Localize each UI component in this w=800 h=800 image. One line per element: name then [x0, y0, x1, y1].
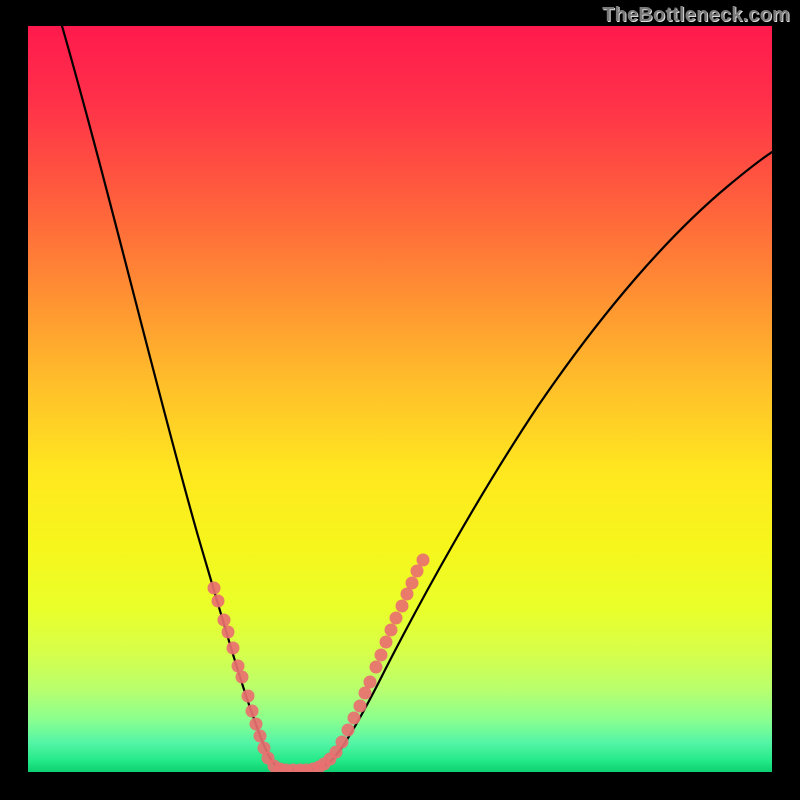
curve-marker [336, 736, 349, 749]
curve-marker [370, 661, 383, 674]
watermark-text: TheBottleneck.com [602, 4, 790, 27]
bottleneck-curve [62, 26, 772, 770]
curve-marker [254, 730, 267, 743]
curve-marker [375, 649, 388, 662]
curve-marker [364, 676, 377, 689]
curve-marker [212, 595, 225, 608]
curve-marker [342, 724, 355, 737]
curve-marker [218, 614, 231, 627]
plot-area [28, 26, 772, 772]
curve-marker [246, 705, 259, 718]
curve-marker [208, 582, 221, 595]
curve-marker [411, 565, 424, 578]
curve-marker [227, 642, 240, 655]
curve-marker [236, 671, 249, 684]
curve-marker [385, 624, 398, 637]
curve-marker [348, 712, 361, 725]
outer-frame: TheBottleneck.com [0, 0, 800, 800]
curve-marker [396, 600, 409, 613]
bottleneck-curve-layer [28, 26, 772, 772]
curve-markers [208, 554, 430, 773]
curve-marker [380, 636, 393, 649]
curve-marker [354, 700, 367, 713]
curve-marker [390, 612, 403, 625]
curve-marker [406, 577, 419, 590]
curve-marker [222, 626, 235, 639]
curve-marker [417, 554, 430, 567]
curve-marker [242, 690, 255, 703]
curve-marker [250, 718, 263, 731]
